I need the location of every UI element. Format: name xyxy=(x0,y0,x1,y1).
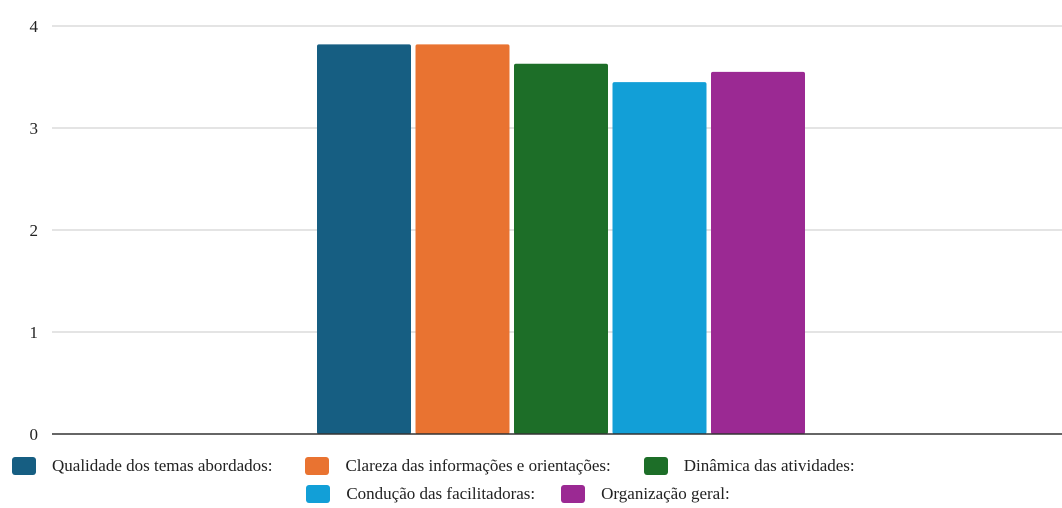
y-tick-label-3: 3 xyxy=(30,119,39,138)
legend-item-qualidade: Qualidade dos temas abordados: xyxy=(12,456,272,476)
legend-label-dinamica: Dinâmica das atividades: xyxy=(683,456,855,475)
bar-chart: 0 1 2 3 4 xyxy=(30,17,1062,440)
legend-item-organizacao: Organização geral: xyxy=(561,484,730,504)
bar-2 xyxy=(415,44,510,435)
bar-3 xyxy=(514,63,608,435)
y-axis-ticks: 0 1 2 3 4 xyxy=(30,17,39,440)
y-tick-label-1: 1 xyxy=(30,323,39,342)
bar-1 xyxy=(317,44,411,435)
legend-row-1: Qualidade dos temas abordados: Clareza d… xyxy=(0,452,1062,480)
legend-item-conducao: Condução das facilitadoras: xyxy=(306,484,535,504)
bar-5 xyxy=(711,71,805,435)
legend-swatch-qualidade xyxy=(12,457,36,475)
legend-swatch-clareza xyxy=(305,457,330,475)
y-tick-label-4: 4 xyxy=(30,17,39,36)
bars xyxy=(317,44,805,435)
legend-label-clareza: Clareza das informações e orientações: xyxy=(345,456,611,475)
legend-swatch-dinamica xyxy=(643,457,668,475)
legend-row-2: Condução das facilitadoras: Organização … xyxy=(0,480,1062,508)
legend-swatch-organizacao xyxy=(561,485,586,503)
y-tick-label-0: 0 xyxy=(30,425,39,440)
y-tick-label-2: 2 xyxy=(30,221,39,240)
legend-label-conducao: Condução das facilitadoras: xyxy=(346,484,536,503)
legend-swatch-conducao xyxy=(306,485,331,503)
legend-label-organizacao: Organização geral: xyxy=(601,484,730,503)
legend: Qualidade dos temas abordados: Clareza d… xyxy=(0,452,1062,508)
legend-label-qualidade: Qualidade dos temas abordados: xyxy=(52,456,273,475)
legend-item-clareza: Clareza das informações e orientações: xyxy=(305,456,611,476)
legend-item-dinamica: Dinâmica das atividades: xyxy=(643,456,855,476)
bar-4 xyxy=(612,82,707,434)
